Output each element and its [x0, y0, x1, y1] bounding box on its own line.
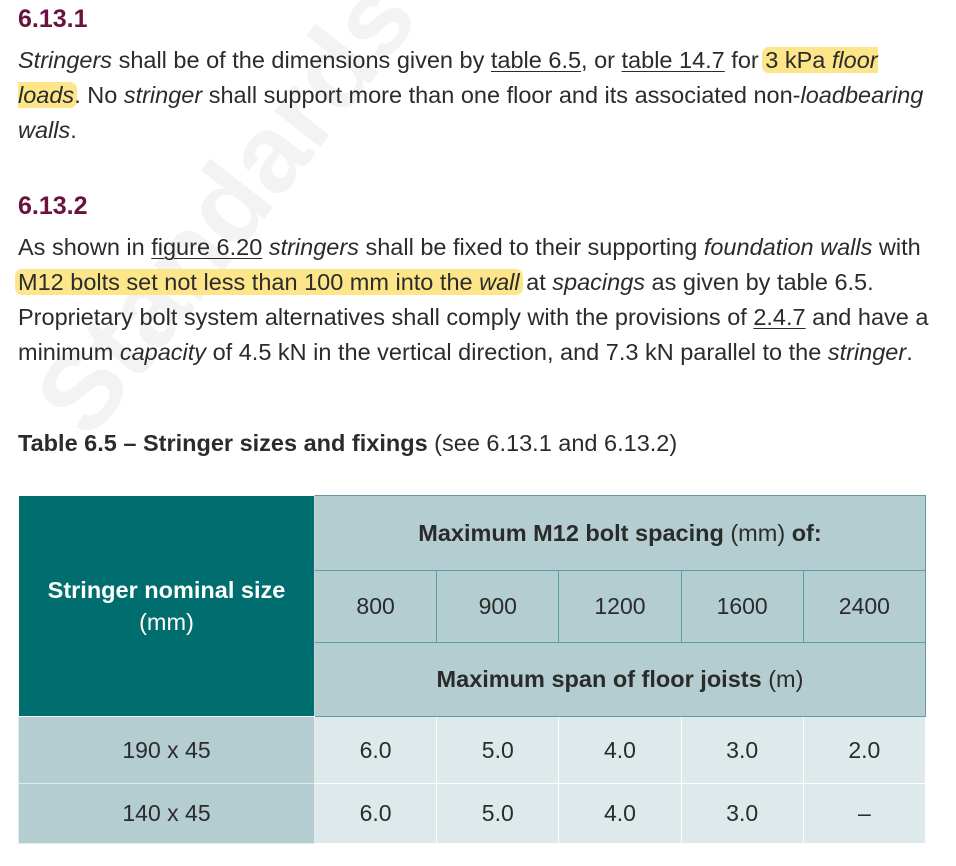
- span-value-cell: 3.0: [680, 783, 804, 844]
- text-run: As shown in: [18, 234, 152, 260]
- header-stringer-size: Stringer nominal size (mm): [18, 495, 315, 717]
- clause-6-13-2-text: As shown in figure 6.20 stringers shall …: [15, 230, 943, 370]
- term-foundation-walls: foundation walls: [703, 234, 873, 260]
- span-value-cell: 5.0: [436, 716, 560, 784]
- span-value-cell: 4.0: [558, 783, 682, 844]
- header-unit: (m): [761, 666, 804, 692]
- table-subheader-row: Maximum span of floor joists (m): [19, 642, 926, 717]
- clause-6-13-1-text: Stringers shall be of the dimensions giv…: [18, 43, 943, 148]
- text-run: at: [519, 269, 553, 295]
- spacing-row: 800 900 1200 1600 2400: [19, 570, 927, 643]
- text-run: , or: [581, 47, 622, 73]
- term-floor-loads: floor loads: [18, 47, 878, 108]
- text-run: .: [70, 117, 77, 143]
- span-value-cell: 4.0: [558, 716, 682, 784]
- term-stringer: stringer: [123, 82, 203, 108]
- term-wall: wall: [479, 269, 520, 295]
- table-caption-reference: (see 6.13.1 and 6.13.2): [427, 430, 678, 456]
- link-figure-6-20[interactable]: figure 6.20: [151, 234, 263, 260]
- text-run: shall be of the dimensions given by: [112, 47, 491, 73]
- text-run: . No: [74, 82, 124, 108]
- text-run: of 4.5 kN in the vertical direction, and…: [206, 339, 828, 365]
- text-run: as given by table 6.5. Proprietary bolt …: [18, 269, 874, 330]
- text-run: and have a minimum: [18, 304, 929, 365]
- span-value-cell: 6.0: [313, 716, 438, 784]
- text-run: with: [872, 234, 921, 260]
- text-run: .: [906, 339, 913, 365]
- header-unit: (mm): [723, 519, 792, 546]
- header-label: Stringer nominal size: [47, 577, 286, 603]
- text-run: shall be fixed to their supporting: [358, 234, 704, 260]
- link-table-14-7[interactable]: table 14.7: [621, 47, 725, 73]
- table-caption-title: Table 6.5 – Stringer sizes and fixings: [18, 430, 428, 456]
- table-row: 140 x 45 6.0 5.0 4.0 3.0 –: [18, 783, 927, 844]
- table-header-row: Stringer nominal size (mm) Maximum M12 b…: [18, 495, 926, 717]
- term-loadbearing-walls: loadbearing walls: [18, 82, 924, 143]
- term-capacity: capacity: [119, 339, 207, 365]
- stringer-size-cell: 140 x 45: [18, 783, 315, 844]
- header-floor-joist-span: Maximum span of floor joists (m): [314, 642, 926, 717]
- span-value-cell: 3.0: [680, 716, 804, 784]
- stringer-table: Stringer nominal size (mm) Maximum M12 b…: [18, 495, 927, 844]
- term-spacings: spacings: [552, 269, 646, 295]
- term-stringers: stringers: [268, 234, 359, 260]
- span-value-cell: 2.0: [802, 716, 927, 784]
- link-clause-2-4-7[interactable]: 2.4.7: [753, 304, 806, 330]
- span-value-cell: –: [802, 783, 927, 844]
- header-unit: (mm): [139, 609, 194, 635]
- stringer-size-cell: 190 x 45: [18, 716, 315, 784]
- text-run: for: [724, 47, 766, 73]
- text-run: shall support more than one floor and it…: [202, 82, 801, 108]
- highlight-text: M12 bolts set not less than 100 mm into …: [18, 269, 480, 295]
- spacing-cell: 2400: [802, 570, 927, 643]
- spacing-cell: 800: [313, 570, 438, 643]
- spacing-cell: 900: [436, 570, 560, 643]
- highlight-m12-bolts: M12 bolts set not less than 100 mm into …: [15, 269, 523, 295]
- highlight-text: 3 kPa: [765, 47, 832, 73]
- header-bolt-spacing: Maximum M12 bolt spacing (mm) of:: [314, 495, 926, 571]
- table-caption: Table 6.5 – Stringer sizes and fixings (…: [18, 430, 677, 457]
- clause-number-6-13-2: 6.13.2: [18, 192, 88, 220]
- term-stringer: stringer: [827, 339, 907, 365]
- spacing-cell: 1200: [558, 570, 682, 643]
- span-value-cell: 5.0: [436, 783, 560, 844]
- header-label: of:: [791, 519, 822, 546]
- header-label: Maximum span of floor joists: [436, 666, 762, 692]
- spacing-cell: 1600: [680, 570, 804, 643]
- table-row: 190 x 45 6.0 5.0 4.0 3.0 2.0: [18, 716, 927, 784]
- span-value-cell: 6.0: [313, 783, 438, 844]
- header-label: Maximum M12 bolt spacing: [418, 519, 724, 546]
- link-table-6-5[interactable]: table 6.5: [490, 47, 582, 73]
- clause-number-6-13-1: 6.13.1: [18, 5, 88, 33]
- term-stringers: Stringers: [18, 47, 113, 73]
